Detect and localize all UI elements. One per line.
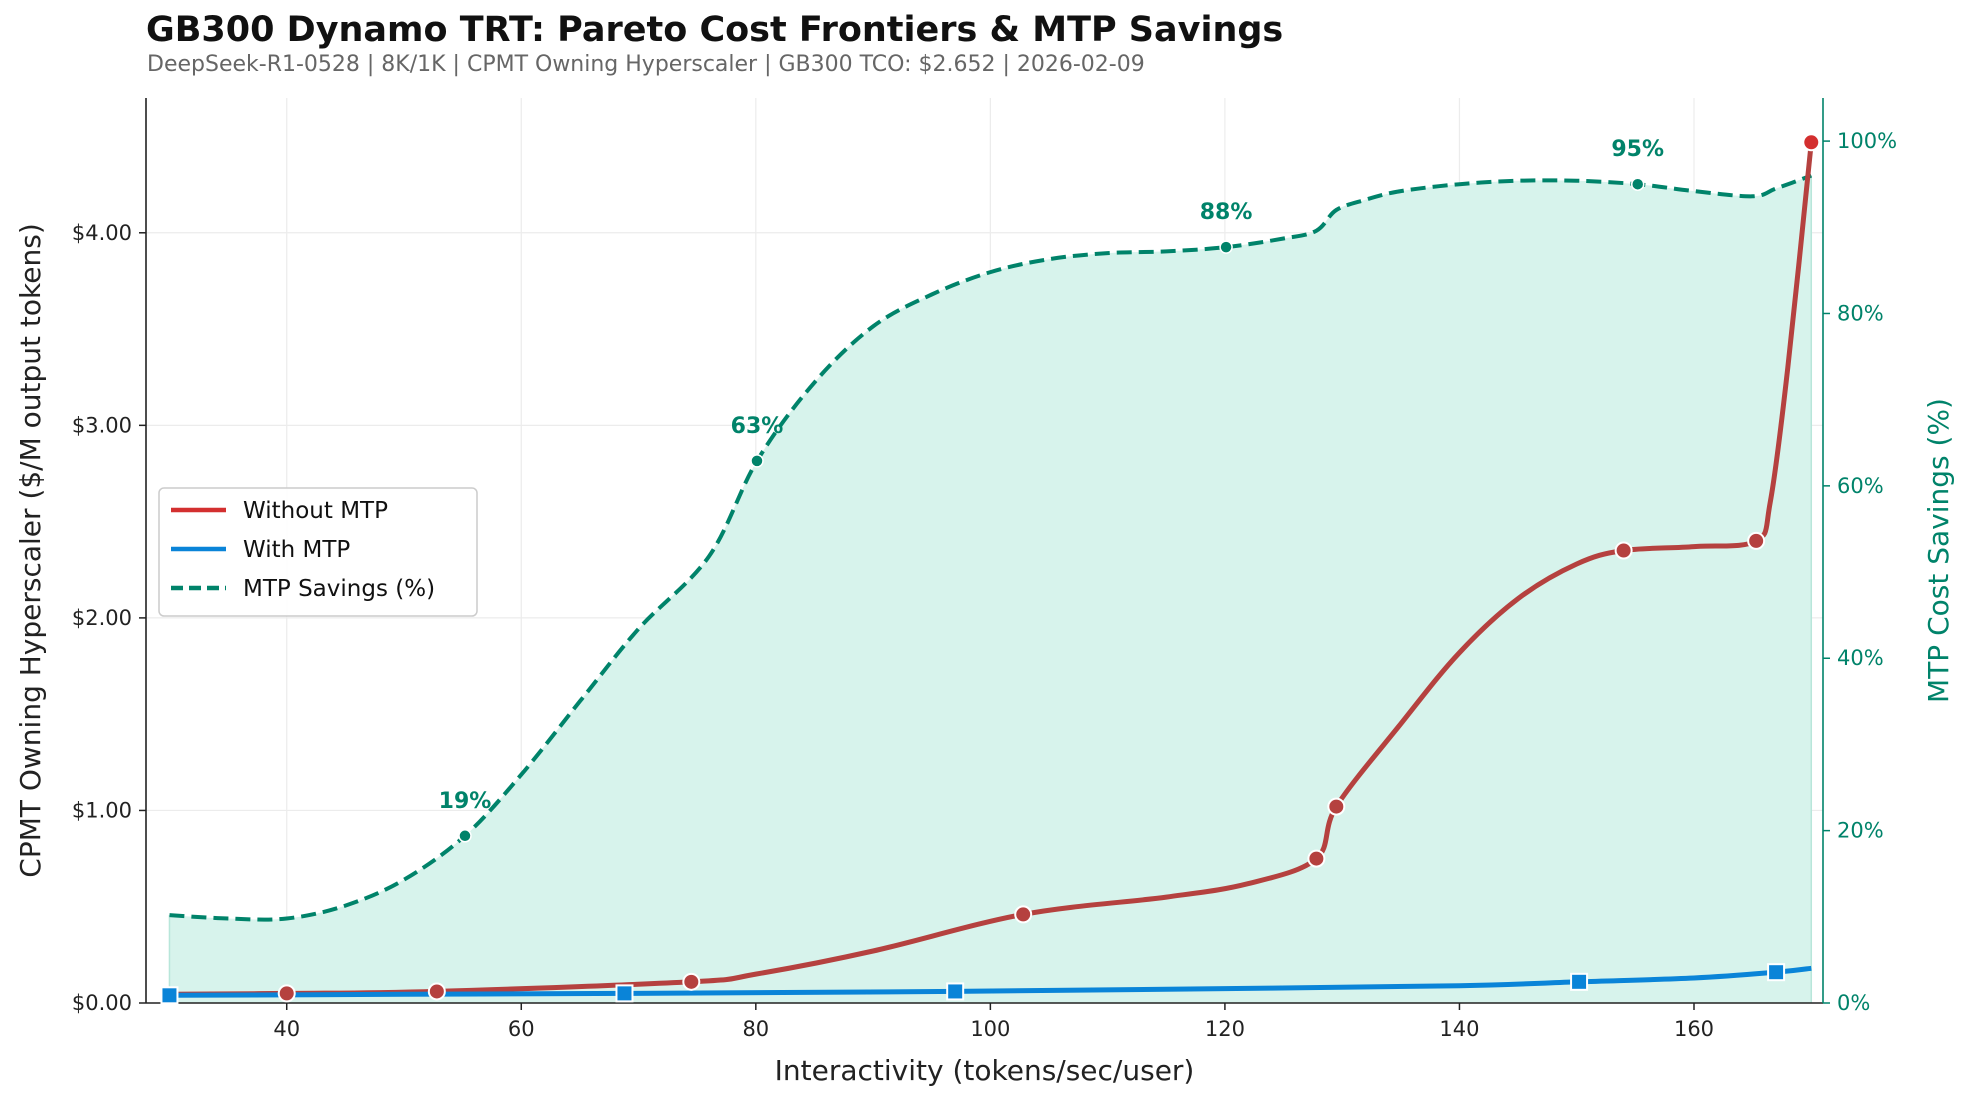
chart-subtitle: DeepSeek-R1-0528 | 8K/1K | CPMT Owning H… — [147, 52, 1145, 77]
without-mtp-point — [1307, 849, 1326, 868]
with-mtp-point — [1767, 963, 1786, 982]
savings-annotation: 19% — [439, 789, 492, 814]
legend-box — [158, 487, 478, 617]
without-mtp-point — [427, 982, 446, 1001]
without-mtp-point — [277, 984, 296, 1003]
savings-area-fill — [169, 175, 1812, 1004]
y2-tick-label: 80% — [1837, 301, 1884, 325]
with-mtp-point — [615, 984, 634, 1003]
savings-point — [750, 454, 764, 468]
y2-tick-label: 0% — [1837, 991, 1870, 1015]
chart-title: GB300 Dynamo TRT: Pareto Cost Frontiers … — [146, 10, 1284, 50]
x-tick-label: 140 — [1439, 1017, 1479, 1041]
without-mtp-point — [1747, 531, 1766, 550]
x-tick-label: 120 — [1205, 1017, 1245, 1041]
x-tick-label: 60 — [508, 1017, 535, 1041]
x-axis-title: Interactivity (tokens/sec/user) — [775, 1054, 1195, 1087]
x-tick-label: 80 — [742, 1017, 769, 1041]
savings-point — [458, 829, 472, 843]
savings-point — [1219, 240, 1233, 254]
y2-tick-label: 40% — [1837, 646, 1884, 670]
y-tick-label: $2.00 — [72, 606, 132, 630]
savings-point — [1630, 177, 1645, 191]
y-tick-label: $1.00 — [72, 798, 132, 822]
legend: Without MTP With MTP MTP Savings (%) — [158, 487, 478, 617]
y2-tick-label: 60% — [1837, 474, 1884, 498]
legend-savings-label: MTP Savings (%) — [243, 576, 435, 602]
with-mtp-point — [1570, 972, 1589, 991]
savings-annotation: 95% — [1611, 137, 1664, 162]
without-mtp-point — [682, 972, 701, 991]
x-tick-label: 160 — [1674, 1017, 1714, 1041]
with-mtp-point — [160, 986, 179, 1005]
savings-annotation: 63% — [731, 414, 784, 439]
without-mtp-point — [1014, 905, 1033, 924]
x-tick-label: 40 — [273, 1017, 300, 1041]
y2-tick-label: 20% — [1837, 819, 1884, 843]
y2-tick-label: 100% — [1837, 129, 1897, 153]
without-mtp-point — [1802, 133, 1821, 152]
with-mtp-point — [946, 982, 965, 1001]
y-tick-label: $4.00 — [72, 221, 132, 245]
savings-line — [169, 173, 1812, 922]
legend-with-mtp-label: With MTP — [243, 537, 350, 563]
without-mtp-point — [1327, 797, 1346, 816]
without-mtp-point — [1614, 541, 1633, 560]
with-mtp-line — [169, 965, 1812, 998]
savings-annotation: 88% — [1200, 200, 1253, 225]
legend-without-mtp-label: Without MTP — [243, 498, 388, 524]
y2-axis-title: MTP Cost Savings (%) — [1922, 398, 1955, 703]
y-tick-label: $0.00 — [72, 991, 132, 1015]
x-tick-label: 100 — [970, 1017, 1010, 1041]
y-axis-title: CPMT Owning Hyperscaler ($/M output toke… — [14, 223, 47, 877]
y-tick-label: $3.00 — [72, 413, 132, 437]
